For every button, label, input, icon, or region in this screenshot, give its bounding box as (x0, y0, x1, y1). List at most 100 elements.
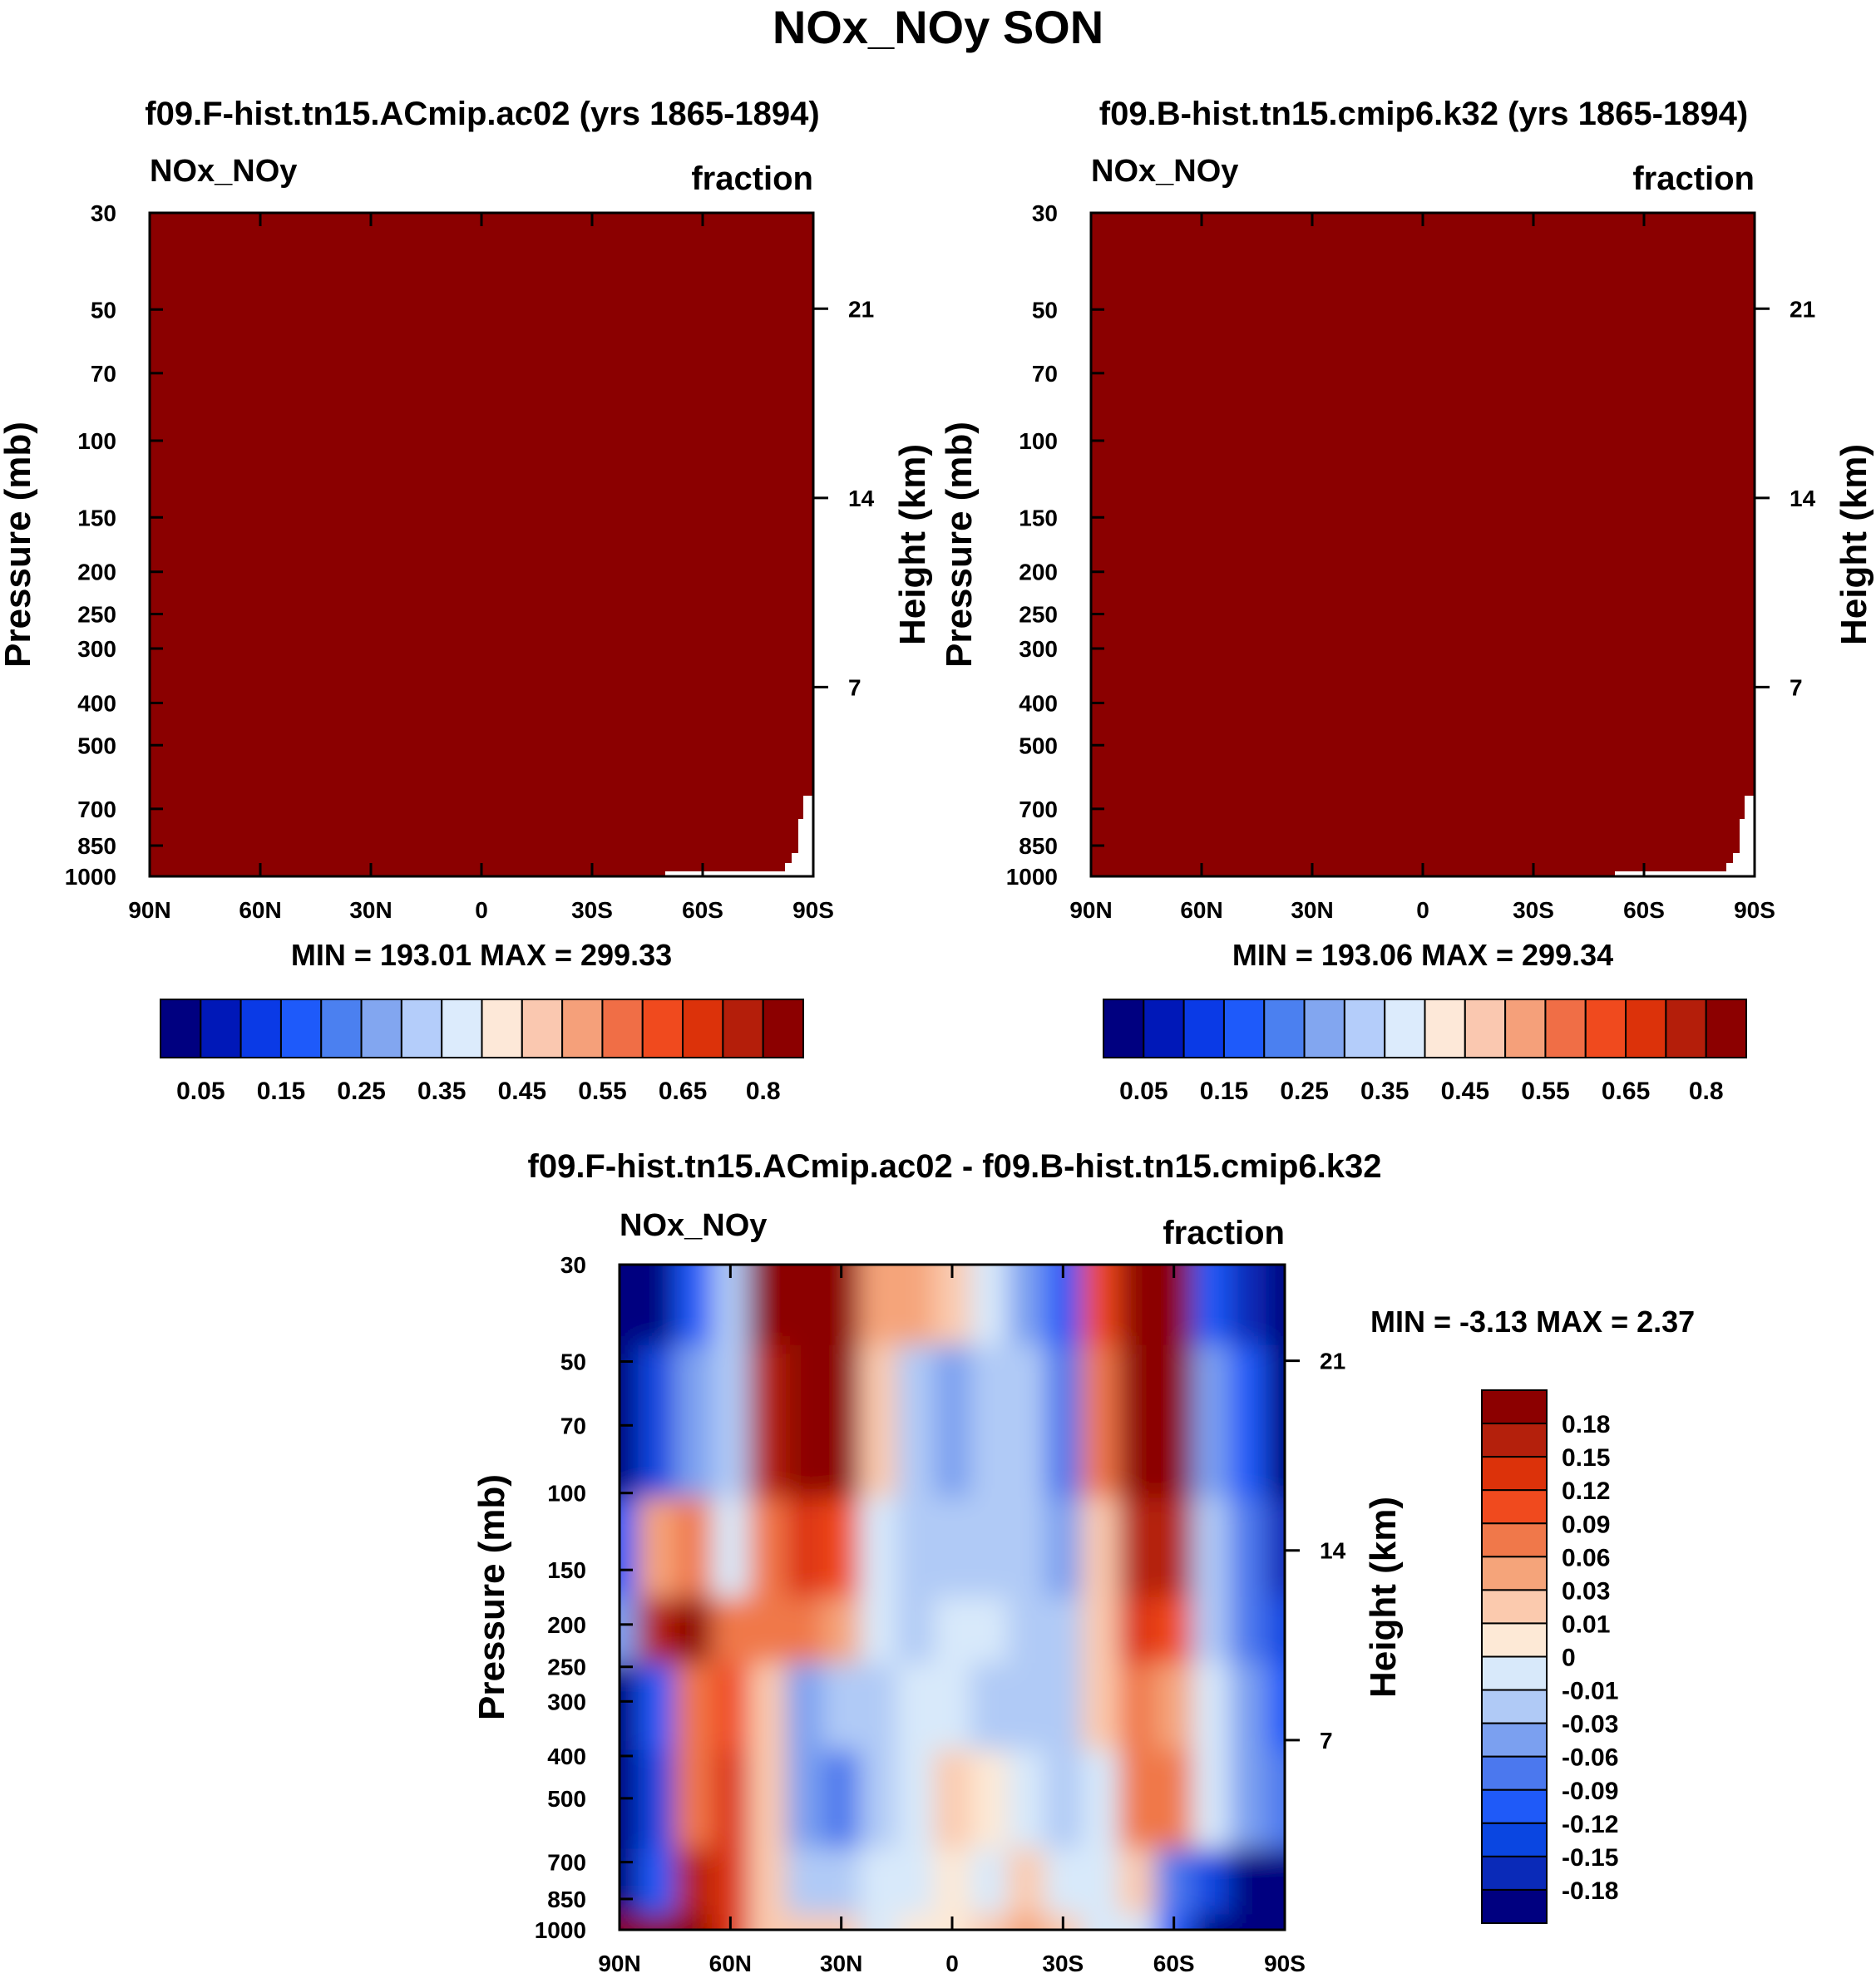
anomaly-cell (1155, 1663, 1193, 1751)
anomaly-cell (1192, 1497, 1231, 1598)
pressure-tick-label: 30 (560, 1252, 586, 1278)
pressure-tick-label: 50 (1032, 297, 1058, 323)
anomaly-cell (712, 1663, 750, 1751)
panel-top-right: f09.B-hist.tn15.cmip6.k32 (yrs 1865-1894… (939, 96, 1874, 1105)
anomaly-cell (748, 1597, 787, 1665)
minmax-top-left: MIN = 193.01 MAX = 299.33 (291, 938, 672, 972)
anomaly-cell (1044, 1597, 1083, 1665)
anomaly-cell (620, 1597, 639, 1665)
colorbar-box (1481, 1788, 1548, 1824)
anomaly-cell (786, 1344, 824, 1499)
pressure-tick-label: 400 (1019, 690, 1058, 716)
pressure-tick-label: 700 (547, 1850, 586, 1876)
anomaly-cell (638, 1914, 676, 1930)
anomaly-cell (1266, 1914, 1285, 1930)
colorbar-label: 0.65 (1602, 1078, 1650, 1105)
colorbar-box (1343, 999, 1386, 1058)
colorbar-label: 0.09 (1562, 1511, 1610, 1538)
height-tick-label: 21 (1320, 1349, 1345, 1374)
colorbar-label: -0.18 (1562, 1877, 1618, 1905)
plot-field-top-left (150, 213, 813, 876)
pressure-tick-label: 300 (547, 1689, 586, 1714)
anomaly-cell (970, 1914, 1009, 1930)
lat-tick-label: 30N (820, 1951, 862, 1976)
anomaly-cell (859, 1848, 898, 1916)
anomaly-cell (1044, 1749, 1083, 1850)
anomaly-cell (970, 1749, 1009, 1850)
colorbar-box (360, 999, 402, 1058)
y-axis-title-top-right: Pressure (mb) (939, 422, 980, 668)
lat-tick-label: 90S (1734, 897, 1775, 923)
colorbar-label: 0 (1562, 1645, 1576, 1672)
colorbar-box (601, 999, 644, 1058)
anomaly-cell (674, 1914, 713, 1930)
anomaly-cell (1229, 1497, 1267, 1598)
pressure-tick-label: 100 (547, 1481, 586, 1507)
lat-tick-label: 60N (1180, 897, 1222, 923)
colorbar-label: 0.25 (337, 1078, 385, 1105)
anomaly-cell (822, 1497, 861, 1598)
anomaly-cell (1229, 1663, 1267, 1751)
anomaly-cell (1044, 1344, 1083, 1499)
pressure-tick-label: 1000 (535, 1917, 586, 1943)
missing-data-top-left (665, 796, 813, 876)
pressure-tick-label: 850 (547, 1887, 586, 1912)
anomaly-cell (1155, 1497, 1193, 1598)
colorbar-label: 0.55 (578, 1078, 626, 1105)
anomaly-cell (1044, 1497, 1083, 1598)
pressure-tick-label: 150 (1019, 505, 1058, 530)
pressure-tick-label: 30 (91, 200, 116, 226)
anomaly-cell (1081, 1848, 1119, 1916)
anomaly-cell (1229, 1265, 1267, 1346)
lat-tick-label: 90N (128, 897, 170, 923)
colorbar-box (1625, 999, 1667, 1058)
missing-data-top-right (1615, 796, 1755, 876)
anomaly-cell (1007, 1663, 1046, 1751)
lat-tick-label: 60N (709, 1951, 752, 1976)
anomaly-cell (1192, 1749, 1231, 1850)
anomaly-cell (712, 1597, 750, 1665)
pressure-tick-label: 100 (77, 428, 116, 454)
height-tick-label: 14 (848, 486, 875, 511)
units-label-top-right: fraction (1632, 160, 1755, 197)
y-axis-title-bottom: Pressure (mb) (471, 1474, 512, 1720)
colorbar-box (1222, 999, 1266, 1058)
colorbar-label: 0.15 (257, 1078, 305, 1105)
panel-title-bottom: f09.F-hist.tn15.ACmip.ac02 - f09.B-hist.… (528, 1148, 1382, 1185)
anomaly-cell (620, 1497, 639, 1598)
anomaly-cell (970, 1344, 1009, 1499)
colorbar-label: -0.06 (1562, 1744, 1618, 1772)
anomaly-cell (1155, 1265, 1193, 1346)
anomaly-cell (620, 1848, 639, 1916)
anomaly-cell (786, 1597, 824, 1665)
lat-tick-label: 30S (571, 897, 613, 923)
anomaly-cell (859, 1497, 898, 1598)
anomaly-cell (896, 1265, 935, 1346)
anomaly-cell (933, 1265, 972, 1346)
anomaly-cell (1007, 1914, 1046, 1930)
anomaly-cell (1118, 1663, 1157, 1751)
colorbar-top-left: 0.05 0.15 0.25 0.35 0.45 0.55 0.65 0.8 (160, 999, 804, 1105)
anomaly-cell (933, 1597, 972, 1665)
lat-tick-label: 30N (1291, 897, 1333, 923)
panel-top-left: f09.F-hist.tn15.ACmip.ac02 (yrs 1865-189… (0, 96, 933, 1105)
anomaly-cell (970, 1848, 1009, 1916)
anomaly-cell (620, 1344, 639, 1499)
pressure-tick-label: 850 (77, 833, 116, 859)
colorbar-box (1504, 999, 1547, 1058)
anomaly-cell (933, 1749, 972, 1850)
colorbar-box (682, 999, 724, 1058)
anomaly-cell (1007, 1848, 1046, 1916)
colorbar-label: 0.18 (1562, 1411, 1610, 1438)
anomaly-cell (620, 1914, 639, 1930)
colorbar-box (481, 999, 523, 1058)
anomaly-cell (1266, 1344, 1285, 1499)
anomaly-cell (970, 1497, 1009, 1598)
anomaly-cell (1007, 1344, 1046, 1499)
anomaly-cell (859, 1749, 898, 1850)
colorbar-box (1103, 999, 1145, 1058)
panel-bottom: f09.F-hist.tn15.ACmip.ac02 - f09.B-hist.… (471, 1148, 1695, 1976)
anomaly-cell (822, 1344, 861, 1499)
lat-tick-label: 60N (239, 897, 281, 923)
colorbar-box (279, 999, 323, 1058)
